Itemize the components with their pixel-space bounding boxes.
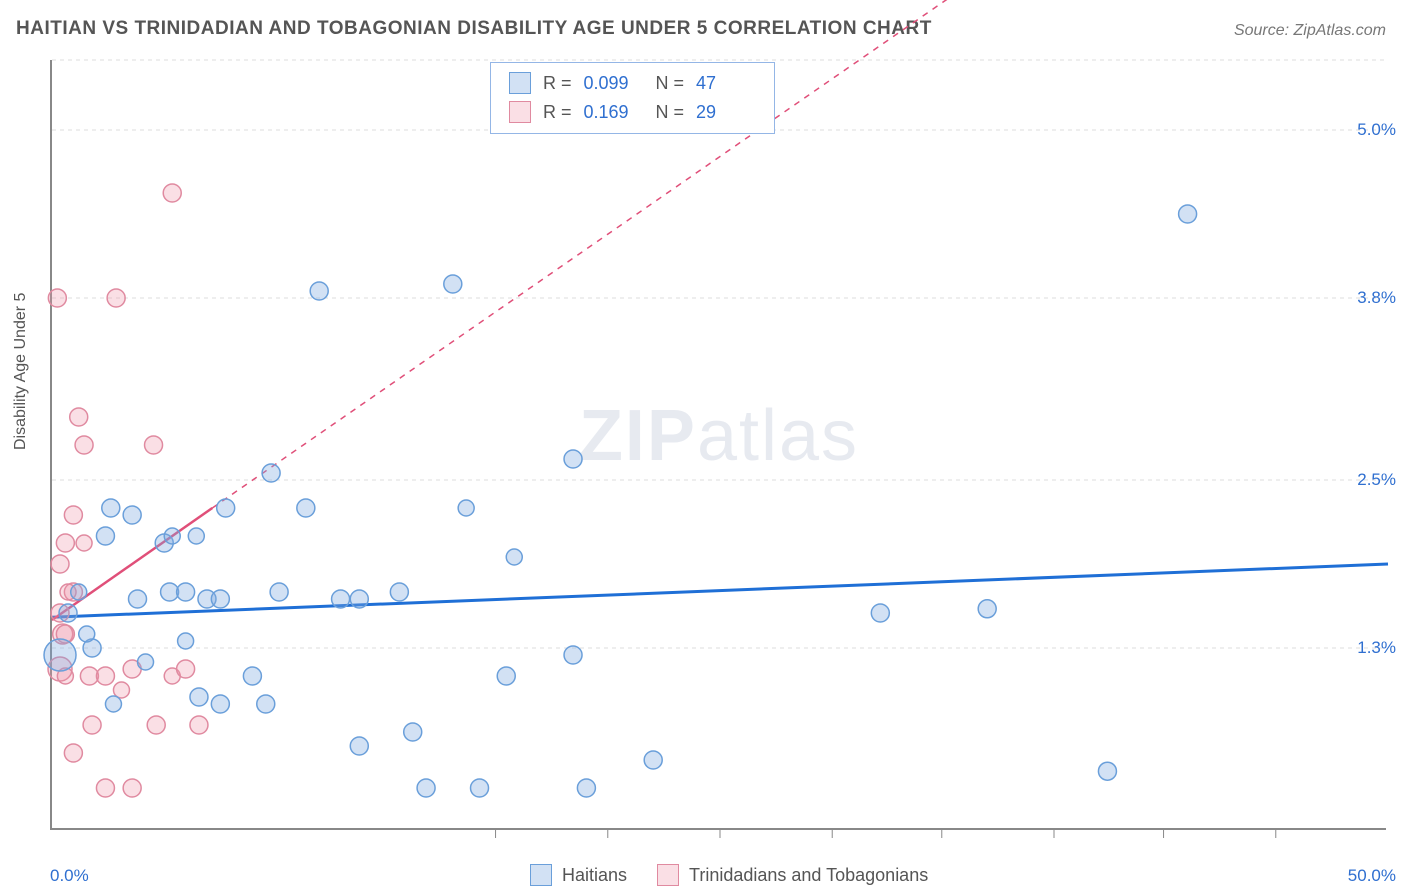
legend-swatch-haitians [530,864,552,886]
source-attribution: Source: ZipAtlas.com [1234,22,1386,40]
legend-item-trinidad: Trinidadians and Tobagonians [657,864,928,886]
legend-label-trinidad: Trinidadians and Tobagonians [689,865,928,886]
y-tick-label: 1.3% [1357,638,1396,658]
plot-area: ZIPatlas [50,60,1386,830]
n-value-trinidad: 29 [696,98,756,127]
n-label: N = [656,98,685,127]
legend: Haitians Trinidadians and Tobagonians [530,864,928,886]
x-axis-max: 50.0% [1348,866,1396,886]
y-axis-label: Disability Age Under 5 [12,293,30,450]
y-tick-label: 5.0% [1357,120,1396,140]
swatch-trinidad [509,101,531,123]
legend-swatch-trinidad [657,864,679,886]
y-tick-label: 2.5% [1357,470,1396,490]
n-value-haitians: 47 [696,69,756,98]
y-tick-label: 3.8% [1357,288,1396,308]
legend-label-haitians: Haitians [562,865,627,886]
x-axis-min: 0.0% [50,866,89,886]
stats-row-trinidad: R = 0.169 N = 29 [509,98,756,127]
r-label: R = [543,69,572,98]
r-value-haitians: 0.099 [584,69,644,98]
stats-row-haitians: R = 0.099 N = 47 [509,69,756,98]
chart-svg [52,60,1386,828]
r-value-trinidad: 0.169 [584,98,644,127]
r-label: R = [543,98,572,127]
stats-box: R = 0.099 N = 47 R = 0.169 N = 29 [490,62,775,134]
chart-title: HAITIAN VS TRINIDADIAN AND TOBAGONIAN DI… [16,18,932,40]
n-label: N = [656,69,685,98]
swatch-haitians [509,72,531,94]
legend-item-haitians: Haitians [530,864,627,886]
